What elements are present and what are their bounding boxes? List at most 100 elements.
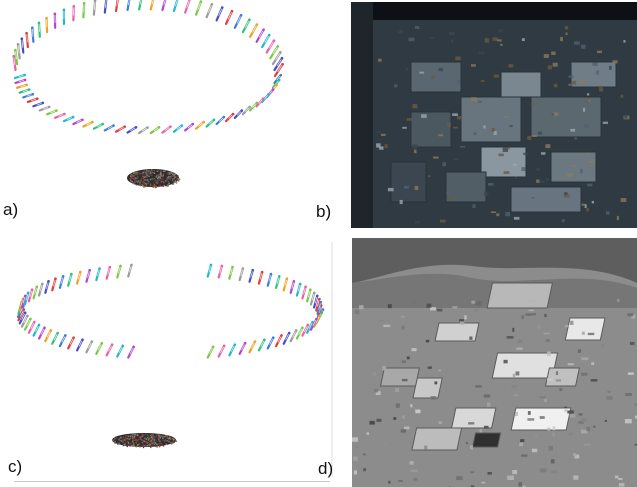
panel-c-baseline <box>14 481 330 482</box>
camera-glyph <box>82 1 86 19</box>
photo-buildings <box>376 26 630 224</box>
camera-glyph <box>161 125 172 134</box>
camera-trajectory-plot-c <box>0 242 335 477</box>
camera-glyph <box>306 288 312 303</box>
camera-glyph <box>127 263 133 278</box>
panel-a <box>0 0 300 228</box>
camera-glyph <box>289 279 296 294</box>
camera-glyph <box>82 120 94 128</box>
camera-glyph <box>85 268 91 283</box>
camera-glyph <box>309 317 318 331</box>
camera-glyph <box>282 331 291 345</box>
camera-glyph <box>51 331 60 345</box>
camera-glyph <box>224 9 234 25</box>
camera-glyph <box>273 73 283 85</box>
camera-glyph <box>20 294 27 309</box>
camera-glyph <box>62 8 66 25</box>
camera-glyph <box>217 344 226 358</box>
camera-glyph <box>306 320 314 334</box>
camera-glyph <box>58 334 67 348</box>
camera-glyph <box>51 277 57 292</box>
camera-glyph <box>238 341 247 355</box>
photo-background <box>352 238 637 487</box>
camera-glyph <box>161 0 167 12</box>
panel-d <box>352 238 637 487</box>
camera-glyph <box>312 294 319 309</box>
camera-glyph <box>295 326 304 340</box>
camera-glyph <box>316 300 323 315</box>
camera-glyph <box>20 314 29 328</box>
camera-glyph <box>248 340 257 354</box>
plot-background <box>0 0 300 228</box>
camera-glyph <box>301 323 310 337</box>
camera-glyph <box>85 340 94 354</box>
camera-glyph <box>249 101 259 112</box>
camera-glyph <box>238 267 245 282</box>
camera-glyph <box>27 320 36 334</box>
panel-c <box>0 242 335 477</box>
camera-glyph <box>13 73 26 80</box>
camera-glyph <box>265 39 276 54</box>
point-cloud <box>112 433 178 449</box>
photo-dark-left <box>351 2 373 228</box>
camera-glyph <box>46 109 58 116</box>
camera-glyph <box>228 265 234 280</box>
camera-glyph <box>248 268 255 283</box>
camera-glyph <box>105 343 114 357</box>
panel-label-d: d) <box>318 459 334 478</box>
camera-glyph <box>289 329 298 343</box>
camera-glyph <box>95 267 101 282</box>
camera-glyph <box>92 122 105 130</box>
camera-glyph <box>62 115 75 123</box>
camera-glyph <box>184 122 195 132</box>
camera-glyph <box>30 26 35 43</box>
camera-glyph <box>233 13 243 29</box>
camera-glyph <box>149 125 161 135</box>
camera-glyph <box>257 338 266 352</box>
camera-glyph <box>16 43 21 60</box>
camera-glyph <box>271 50 282 66</box>
camera-glyph <box>261 33 271 49</box>
camera-glyph <box>138 126 149 135</box>
camera-glyph <box>37 326 46 340</box>
camera-glyph <box>18 88 31 94</box>
camera-glyph <box>92 0 97 16</box>
aerial-photo-d <box>352 238 637 487</box>
camera-glyph <box>172 0 179 13</box>
camera-glyph <box>255 28 265 43</box>
camera-glyph <box>45 16 49 34</box>
camera-glyph <box>241 105 251 116</box>
camera-glyph <box>266 272 273 287</box>
camera-glyph <box>38 105 51 112</box>
camera-trajectory-plot-a <box>0 0 300 228</box>
camera-glyph <box>15 83 28 89</box>
camera-glyph <box>67 272 73 287</box>
photo-buildings <box>352 282 637 487</box>
camera-glyph <box>261 92 270 104</box>
camera-glyph <box>269 45 280 60</box>
camera-glyph <box>274 275 281 289</box>
camera-glyph <box>194 0 203 16</box>
camera-glyph <box>14 78 27 85</box>
camera-glyph <box>72 118 84 126</box>
camera-glyph <box>26 97 39 104</box>
camera-glyph <box>32 323 41 337</box>
photo-dark-top <box>351 2 637 20</box>
camera-glyph <box>205 118 216 128</box>
camera-glyph <box>25 31 29 49</box>
camera-glyph <box>20 37 25 54</box>
camera-glyph <box>295 282 302 297</box>
camera-glyph <box>32 101 45 108</box>
camera-glyph <box>206 263 213 278</box>
camera-glyph <box>116 344 125 358</box>
camera-glyph <box>217 264 224 279</box>
camera-glyph <box>266 336 275 350</box>
photo-hills <box>352 238 637 283</box>
camera-glyph <box>127 345 135 359</box>
camera-glyph <box>14 48 19 66</box>
panel-label-a: a) <box>3 200 19 219</box>
point-cloud <box>127 169 181 189</box>
camera-glyph <box>274 334 283 348</box>
camera-glyph <box>126 0 131 12</box>
camera-glyph <box>312 314 321 328</box>
